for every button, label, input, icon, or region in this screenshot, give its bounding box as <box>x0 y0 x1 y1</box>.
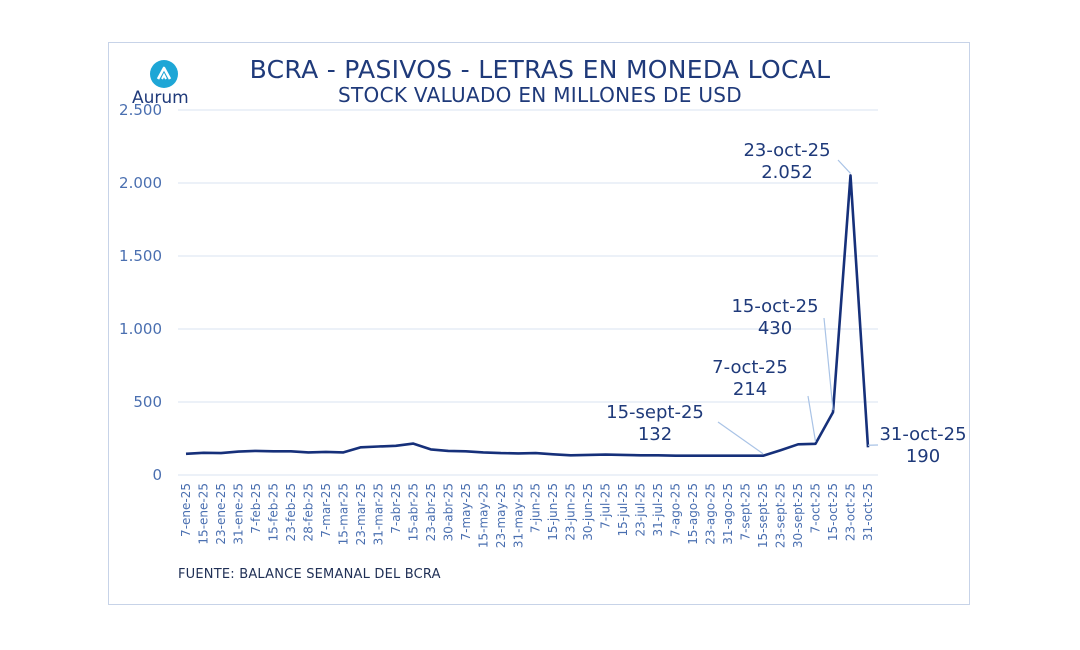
x-tick-label: 15-jun-25 <box>546 483 560 541</box>
y-tick-label: 0 <box>152 466 162 484</box>
x-tick-label: 15-jul-25 <box>616 483 630 536</box>
brand-logo: Aurum <box>132 60 202 110</box>
series-line <box>185 174 870 458</box>
x-tick-label: 23-jul-25 <box>634 483 648 536</box>
annotation-leader <box>807 395 817 442</box>
x-tick-label: 7-oct-25 <box>809 483 823 533</box>
x-tick-label: 15-ene-25 <box>196 483 210 545</box>
annotation-leader <box>717 421 764 455</box>
y-tick-label: 1.000 <box>119 320 162 338</box>
x-tick-label: 7-jul-25 <box>599 483 613 529</box>
x-tick-label: 23-ene-25 <box>214 483 228 545</box>
x-tick-label: 31-may-25 <box>511 483 525 548</box>
annotation-leader <box>837 159 851 174</box>
chart-frame <box>108 42 970 605</box>
annotation-date: 15-oct-25 <box>731 296 818 317</box>
x-tick-label: 28-feb-25 <box>301 483 315 541</box>
annotation-date: 15-sept-25 <box>606 402 704 423</box>
x-tick-label: 30-sept-25 <box>791 483 805 548</box>
x-tick-label: 15-may-25 <box>476 483 490 548</box>
annotation-value: 132 <box>638 424 672 445</box>
annotation-value: 430 <box>758 318 792 339</box>
x-tick-label: 7-abr-25 <box>389 483 403 534</box>
annotation-leader <box>823 317 834 411</box>
x-tick-label: 23-mar-25 <box>354 483 368 545</box>
x-tick-label: 23-oct-25 <box>844 483 858 541</box>
chart-subtitle: STOCK VALUADO EN MILLONES DE USD <box>338 83 742 107</box>
x-tick-label: 7-jun-25 <box>529 483 543 533</box>
x-tick-label: 31-ago-25 <box>721 483 735 545</box>
x-tick-label: 23-jun-25 <box>564 483 578 541</box>
annotation-value: 2.052 <box>761 162 813 183</box>
x-tick-label: 30-jun-25 <box>581 483 595 541</box>
x-tick-label: 23-feb-25 <box>284 483 298 541</box>
x-tick-label: 15-oct-25 <box>826 483 840 541</box>
x-tick-label: 15-feb-25 <box>266 483 280 541</box>
brand-name: Aurum <box>132 88 189 108</box>
grid-lines <box>178 109 878 476</box>
annotation-date: 31-oct-25 <box>879 424 966 445</box>
y-axis-ticks: 0 500 1.000 1.500 2.000 2.500 <box>119 101 162 484</box>
y-tick-label: 2.000 <box>119 174 162 192</box>
x-tick-label: 15-abr-25 <box>406 483 420 541</box>
x-tick-label: 7-ene-25 <box>179 483 193 537</box>
x-tick-label: 23-may-25 <box>494 483 508 548</box>
annotation-date: 23-oct-25 <box>743 140 830 161</box>
y-tick-label: 1.500 <box>119 247 162 265</box>
x-tick-label: 23-sept-25 <box>774 483 788 548</box>
aurum-logo-icon <box>150 60 178 88</box>
x-tick-label: 15-mar-25 <box>336 483 350 545</box>
x-tick-label: 7-feb-25 <box>249 483 263 534</box>
x-tick-label: 31-ene-25 <box>231 483 245 545</box>
y-tick-label: 2.500 <box>119 101 162 119</box>
x-tick-label: 23-abr-25 <box>424 483 438 541</box>
annotation-value: 214 <box>733 379 767 400</box>
x-tick-label: 30-abr-25 <box>441 483 455 541</box>
annotation-date: 7-oct-25 <box>712 357 788 378</box>
x-tick-label: 7-ago-25 <box>669 483 683 537</box>
x-tick-label: 31-mar-25 <box>371 483 385 545</box>
x-axis-ticks: 7-ene-25 15-ene-25 23-ene-25 31-ene-25 7-feb… <box>179 483 875 548</box>
x-tick-label: 7-may-25 <box>459 483 473 541</box>
source-note: FUENTE: BALANCE SEMANAL DEL BCRA <box>178 567 441 582</box>
chart-title: BCRA - PASIVOS - LETRAS EN MONEDA LOCAL <box>249 55 831 84</box>
x-tick-label: 23-ago-25 <box>704 483 718 545</box>
x-tick-label: 31-oct-25 <box>861 483 875 541</box>
x-tick-label: 31-jul-25 <box>651 483 665 536</box>
y-tick-label: 500 <box>133 393 162 411</box>
series-line-path <box>185 174 870 458</box>
x-tick-label: 7-mar-25 <box>319 483 333 538</box>
x-tick-label: 15-sept-25 <box>756 483 770 548</box>
x-tick-label: 7-sept-25 <box>739 483 753 541</box>
x-tick-label: 15-ago-25 <box>686 483 700 545</box>
annotation-value: 190 <box>906 446 940 467</box>
